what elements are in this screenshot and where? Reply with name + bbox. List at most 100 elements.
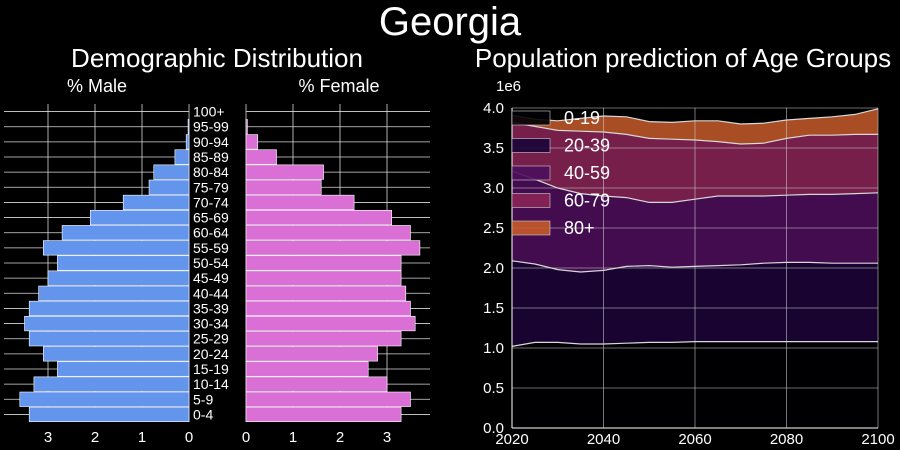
age-group-label: 30-34 bbox=[193, 316, 229, 332]
age-group-label: 20-24 bbox=[193, 346, 229, 362]
male-tick-label: 0 bbox=[185, 429, 193, 446]
main-title: Georgia bbox=[378, 0, 522, 44]
age-group-label: 15-19 bbox=[193, 361, 229, 377]
male-bar bbox=[33, 376, 190, 392]
legend-label-40-59: 40-59 bbox=[564, 163, 610, 183]
area-y-tick-label: 0.0 bbox=[483, 420, 504, 437]
male-bar bbox=[153, 164, 190, 180]
male-tick-label: 3 bbox=[44, 429, 52, 446]
male-bar bbox=[28, 331, 190, 347]
female-bar bbox=[245, 406, 402, 422]
female-bar bbox=[245, 300, 411, 316]
female-bar bbox=[245, 255, 402, 271]
male-bar bbox=[42, 346, 190, 362]
female-bar bbox=[245, 225, 411, 241]
age-group-label: 90-94 bbox=[193, 134, 229, 150]
age-group-label: 60-64 bbox=[193, 225, 229, 241]
male-bar bbox=[148, 179, 190, 195]
male-axis-title: % Male bbox=[66, 76, 128, 96]
age-group-label: 95-99 bbox=[193, 119, 229, 135]
female-bar bbox=[245, 179, 322, 195]
area-y-tick-label: 0.5 bbox=[483, 380, 504, 397]
male-bar bbox=[185, 134, 190, 150]
area-x-tick-label: 2040 bbox=[587, 431, 620, 448]
male-tick-label: 1 bbox=[138, 429, 146, 446]
male-bar bbox=[19, 391, 190, 407]
boundary-60-79 bbox=[511, 121, 878, 145]
female-bar bbox=[245, 119, 248, 135]
male-bar bbox=[57, 361, 190, 377]
legend-label-60-79: 60-79 bbox=[564, 191, 610, 211]
female-axis-title: % Female bbox=[298, 76, 380, 96]
male-bar bbox=[42, 240, 190, 256]
female-bar bbox=[245, 240, 421, 256]
female-bar bbox=[245, 285, 407, 301]
legend-label-80+: 80+ bbox=[564, 218, 595, 238]
female-bar bbox=[245, 210, 392, 226]
boundary-20-39 bbox=[511, 260, 878, 273]
area-x-tick-label: 2060 bbox=[678, 431, 711, 448]
area-chart-title: Population prediction of Age Groups bbox=[474, 43, 892, 73]
population-pyramid: 0-45-910-1415-1920-2425-2930-3435-3940-4… bbox=[4, 104, 430, 446]
area-x-tick-label: 2100 bbox=[861, 431, 894, 448]
legend-swatch-20-39 bbox=[511, 138, 551, 153]
male-bar bbox=[57, 255, 190, 271]
female-bar bbox=[245, 316, 416, 332]
female-bar bbox=[245, 149, 277, 165]
female-tick-label: 0 bbox=[242, 429, 250, 446]
female-bar bbox=[245, 331, 402, 347]
female-bar bbox=[245, 270, 402, 286]
age-group-label: 45-49 bbox=[193, 270, 229, 286]
male-bar bbox=[174, 149, 190, 165]
age-group-label: 80-84 bbox=[193, 164, 229, 180]
female-tick-label: 2 bbox=[336, 429, 344, 446]
boundary-40-59 bbox=[511, 170, 879, 203]
age-group-label: 35-39 bbox=[193, 300, 229, 316]
legend-label-0-19: 0-19 bbox=[564, 108, 600, 128]
area-y-tick-label: 1.0 bbox=[483, 340, 504, 357]
area-y-tick-label: 3.5 bbox=[483, 140, 504, 157]
female-tick-label: 1 bbox=[289, 429, 297, 446]
male-bar bbox=[47, 270, 190, 286]
population-area-chart: 0.0 0.5 1.0 1.5 2.0 2.5 3.0 3.5 4.0 2020 2040 2060 2… bbox=[483, 78, 895, 448]
area-y-tick-label: 3.0 bbox=[483, 180, 504, 197]
female-bar bbox=[245, 134, 259, 150]
legend-swatch-80+ bbox=[511, 220, 551, 236]
age-group-label: 10-14 bbox=[193, 376, 229, 392]
legend-swatch-0-19 bbox=[511, 110, 551, 126]
area-x-tick-label: 2020 bbox=[495, 431, 528, 448]
male-bar bbox=[122, 194, 190, 210]
area-y-tick-label: 2.5 bbox=[483, 220, 504, 237]
female-bar bbox=[245, 376, 388, 392]
area-y-tick-label: 1.5 bbox=[483, 300, 504, 317]
legend-swatch-60-79 bbox=[511, 193, 551, 208]
age-group-label: 70-74 bbox=[193, 194, 229, 210]
female-bar bbox=[245, 346, 378, 362]
age-group-label: 85-89 bbox=[193, 149, 229, 165]
area-scale-label: 1e6 bbox=[496, 78, 521, 95]
age-group-label: 55-59 bbox=[193, 240, 229, 256]
legend-swatch-40-59 bbox=[511, 165, 551, 181]
male-bar bbox=[61, 225, 190, 241]
female-bar bbox=[245, 164, 324, 180]
boundary-0-19 bbox=[511, 341, 878, 347]
female-bar bbox=[245, 391, 411, 407]
male-tick-label: 2 bbox=[91, 429, 99, 446]
male-bar bbox=[28, 406, 190, 422]
legend-label-20-39: 20-39 bbox=[564, 136, 610, 156]
female-bar bbox=[245, 361, 369, 377]
area-y-tick-label: 4.0 bbox=[483, 100, 504, 117]
female-tick-label: 3 bbox=[383, 429, 391, 446]
age-group-label: 65-69 bbox=[193, 210, 229, 226]
age-group-label: 40-44 bbox=[193, 285, 229, 301]
male-bar bbox=[24, 316, 190, 332]
female-bar bbox=[245, 194, 355, 210]
age-group-label: 75-79 bbox=[193, 179, 229, 195]
male-bar bbox=[28, 300, 190, 316]
age-group-label: 25-29 bbox=[193, 331, 229, 347]
pyramid-title: Demographic Distribution bbox=[71, 43, 363, 73]
male-bar bbox=[38, 285, 190, 301]
boundary-80+ bbox=[511, 108, 879, 125]
area-y-tick-label: 2.0 bbox=[483, 260, 504, 277]
